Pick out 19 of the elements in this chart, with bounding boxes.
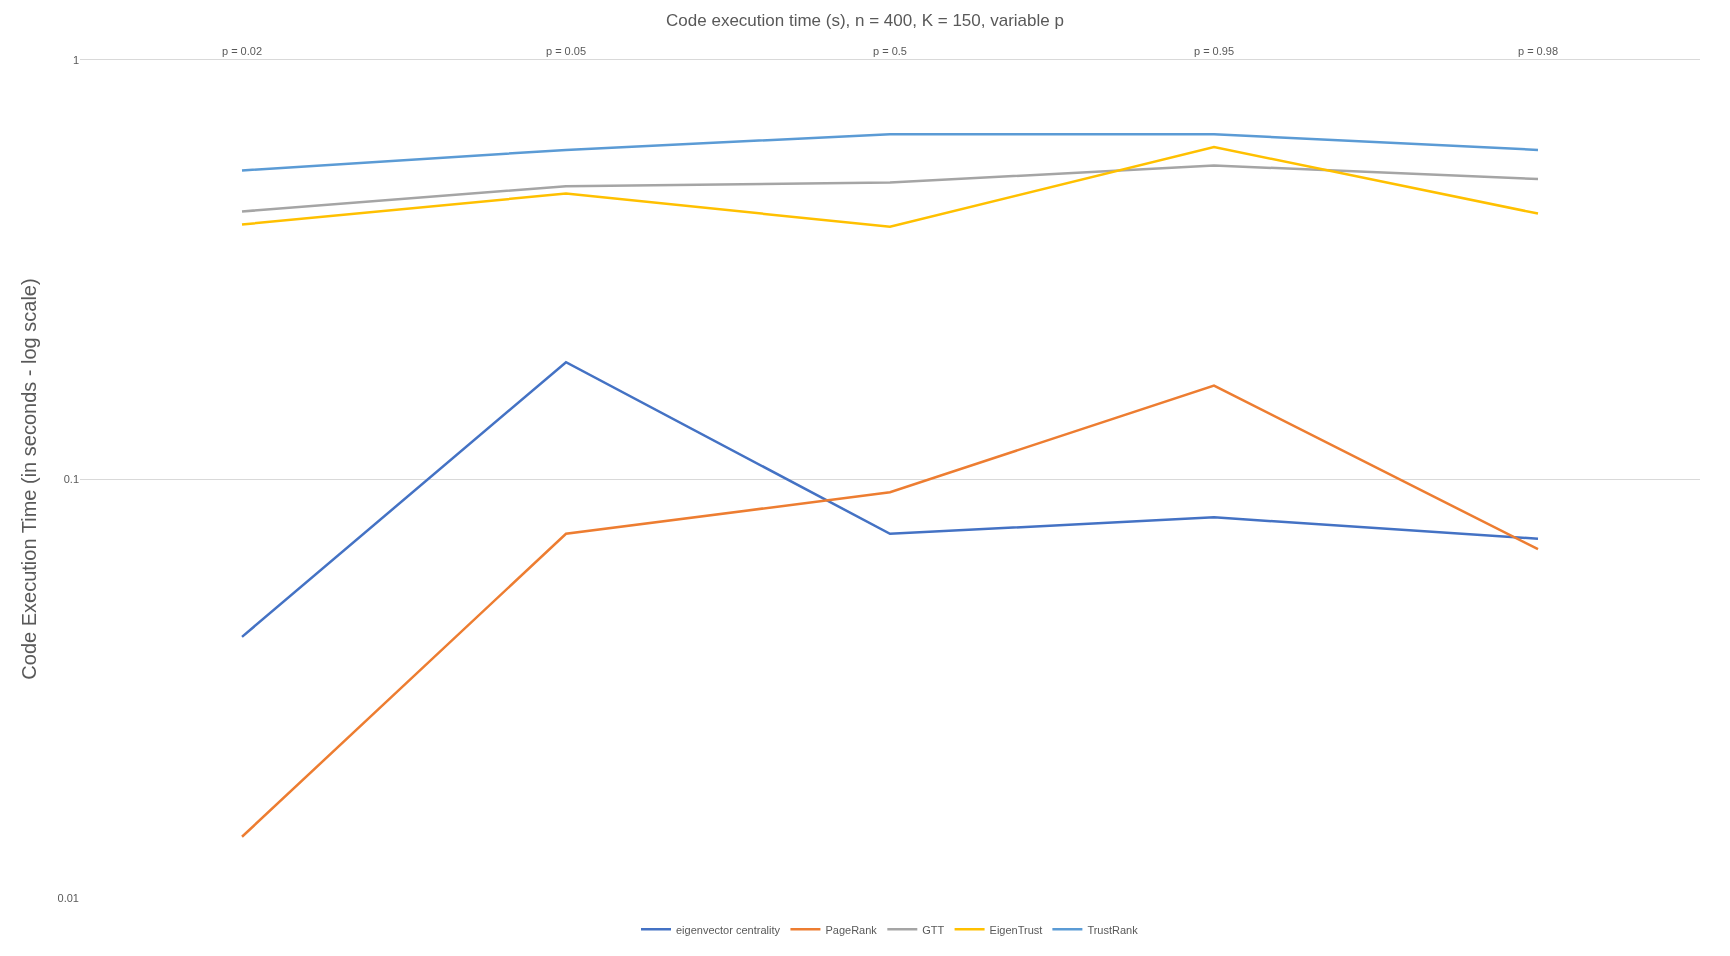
line-series <box>240 384 1540 839</box>
legend-label: TrustRank <box>1087 923 1139 936</box>
y-axis-title: Code Execution Time (in seconds - log scale) <box>18 278 41 680</box>
x-tick-label: p = 0.5 <box>873 44 907 57</box>
x-tick-label: p = 0.02 <box>221 44 263 57</box>
chart-title: Code execution time (s), n = 400, K = 150, variable p <box>666 11 1064 31</box>
line-series <box>240 145 1540 228</box>
legend-label: GTT <box>922 923 945 936</box>
line-series <box>240 164 1540 213</box>
y-tick-label: 1 <box>72 53 79 66</box>
line-series <box>240 360 1540 639</box>
x-tick-label: p = 0.98 <box>1517 44 1559 57</box>
x-tick-label: p = 0.05 <box>545 44 587 57</box>
legend-label: eigenvector centrality <box>676 923 781 936</box>
legend-label: PageRank <box>825 923 878 936</box>
y-tick-label: 0.01 <box>57 891 79 904</box>
x-tick-label: p = 0.95 <box>1193 44 1235 57</box>
legend-label: EigenTrust <box>989 923 1043 936</box>
y-tick-label: 0.1 <box>63 472 79 485</box>
